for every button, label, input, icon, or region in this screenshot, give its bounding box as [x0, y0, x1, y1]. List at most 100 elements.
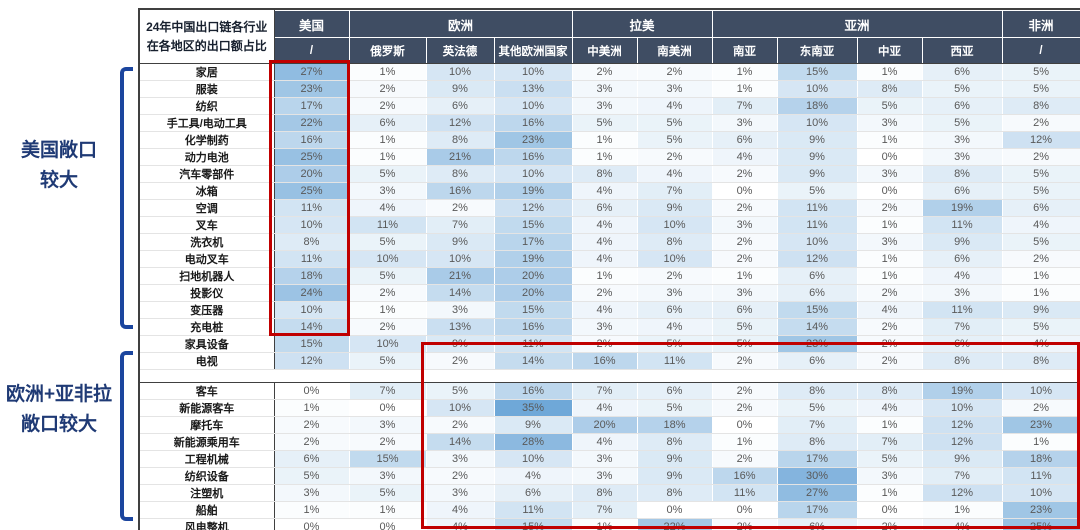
heat-cell: 3%: [637, 80, 713, 98]
heat-cell: 7%: [572, 382, 638, 400]
heat-cell: 12%: [922, 416, 1003, 434]
heat-cell: 10%: [922, 399, 1003, 417]
heat-cell: 2%: [637, 267, 713, 285]
heat-cell: 22%: [637, 518, 713, 530]
heat-cell: 23%: [494, 131, 573, 149]
heat-cell: 7%: [922, 318, 1003, 336]
heat-cell: 3%: [572, 97, 638, 115]
heat-cell: 2%: [857, 518, 923, 530]
heat-cell: 19%: [494, 182, 573, 200]
heat-cell: 7%: [572, 501, 638, 519]
heat-cell: 2%: [857, 284, 923, 302]
heat-cell: 2%: [712, 450, 778, 468]
heat-cell: 5%: [426, 382, 495, 400]
heat-cell: 5%: [637, 114, 713, 132]
heat-cell: 8%: [857, 382, 923, 400]
heat-cell: 15%: [494, 216, 573, 234]
table-row: 注塑机 3% 5% 3% 6% 8% 8% 11% 27% 1% 12% 10%: [140, 484, 1080, 502]
row-label: 冰箱: [140, 182, 275, 200]
table-row: 洗衣机 8% 5% 9% 17% 4% 8% 2% 10% 3% 9% 5%: [140, 233, 1080, 251]
region-header: 亚洲: [711, 10, 1003, 38]
heat-cell: 4%: [572, 182, 638, 200]
heat-cell: 9%: [777, 148, 858, 166]
heat-cell: 5%: [922, 80, 1003, 98]
column-header-row: / 俄罗斯 英法德 其他欧洲国家 中美洲 南美洲 南亚 东南亚 中亚 西亚 /: [140, 37, 1080, 64]
row-label: 工程机械: [140, 450, 275, 468]
heat-cell: 3%: [857, 114, 923, 132]
heat-cell: 7%: [637, 182, 713, 200]
heat-cell: 6%: [922, 250, 1003, 268]
heat-cell: 6%: [349, 114, 427, 132]
table-row: 叉车 10% 11% 7% 15% 4% 10% 3% 11% 1% 11% 4%: [140, 216, 1080, 234]
heat-cell: 2%: [637, 63, 713, 81]
heat-cell: 2%: [274, 416, 350, 434]
heat-cell: 1%: [857, 63, 923, 81]
heat-cell: 3%: [712, 114, 778, 132]
heat-cell: 30%: [777, 467, 858, 485]
row-label: 扫地机器人: [140, 267, 275, 285]
heat-cell: 18%: [777, 97, 858, 115]
heat-cell: 3%: [712, 284, 778, 302]
heat-cell: 3%: [274, 484, 350, 502]
heat-cell: 10%: [494, 97, 573, 115]
heat-cell: 8%: [572, 165, 638, 183]
heat-cell: 15%: [777, 63, 858, 81]
heat-cell: 1%: [712, 433, 778, 451]
heat-cell: 9%: [777, 165, 858, 183]
table-row: 扫地机器人 18% 5% 21% 20% 1% 2% 1% 6% 1% 4% 1%: [140, 267, 1080, 285]
heat-cell: 14%: [426, 284, 495, 302]
heat-cell: 9%: [426, 335, 495, 353]
heat-cell: 15%: [494, 301, 573, 319]
heat-cell: 22%: [274, 114, 350, 132]
heat-cell: 2%: [712, 199, 778, 217]
heat-cell: 4%: [922, 518, 1003, 530]
table-row: 冰箱 25% 3% 16% 19% 4% 7% 0% 5% 0% 6% 5%: [140, 182, 1080, 200]
heat-cell: 4%: [857, 399, 923, 417]
heat-cell: 5%: [922, 114, 1003, 132]
heat-cell: 2%: [349, 80, 427, 98]
heat-cell: 8%: [922, 352, 1003, 370]
heat-cell: 5%: [349, 267, 427, 285]
table-title-line2: 在各地区的出口额占比: [146, 38, 267, 53]
heat-cell: 23%: [274, 80, 350, 98]
heat-cell: 3%: [922, 148, 1003, 166]
heat-cell: 10%: [777, 80, 858, 98]
heat-cell: 13%: [494, 80, 573, 98]
heat-cell: 3%: [857, 165, 923, 183]
heat-cell: 15%: [274, 335, 350, 353]
heat-cell: 17%: [494, 233, 573, 251]
heat-cell: 1%: [922, 501, 1003, 519]
heat-cell: 5%: [637, 131, 713, 149]
heat-cell: 6%: [572, 199, 638, 217]
heatmap-table: 24年中国出口链各行业 在各地区的出口额占比 美国 欧洲 拉美 亚洲 非洲 / 俄罗斯 英法…: [140, 10, 1080, 530]
heat-cell: 2%: [349, 433, 427, 451]
heat-cell: 2%: [712, 250, 778, 268]
heat-cell: 4%: [637, 318, 713, 336]
heat-cell: 4%: [572, 233, 638, 251]
heat-cell: 11%: [777, 216, 858, 234]
heat-cell: 11%: [712, 484, 778, 502]
heat-cell: 11%: [922, 301, 1003, 319]
group-spacer: [140, 369, 1080, 383]
heat-cell: 17%: [777, 450, 858, 468]
heat-cell: 16%: [426, 182, 495, 200]
heat-cell: 10%: [494, 63, 573, 81]
heat-cell: 20%: [494, 284, 573, 302]
heat-cell: 6%: [426, 97, 495, 115]
heat-cell: 2%: [349, 97, 427, 115]
heat-cell: 6%: [922, 335, 1003, 353]
heat-cell: 0%: [712, 416, 778, 434]
table-row: 船舶 1% 1% 4% 11% 7% 0% 0% 17% 0% 1% 23%: [140, 501, 1080, 519]
heat-cell: 5%: [1002, 63, 1080, 81]
table-row: 纺织 17% 2% 6% 10% 3% 4% 7% 18% 5% 6% 8%: [140, 97, 1080, 115]
heat-cell: 9%: [494, 416, 573, 434]
heat-cell: 28%: [494, 433, 573, 451]
heat-cell: 5%: [777, 399, 858, 417]
heat-cell: 13%: [426, 318, 495, 336]
row-label: 纺织设备: [140, 467, 275, 485]
row-label: 变压器: [140, 301, 275, 319]
heat-cell: 1%: [572, 148, 638, 166]
heat-cell: 2%: [1002, 250, 1080, 268]
heat-cell: 12%: [494, 199, 573, 217]
heat-cell: 10%: [637, 250, 713, 268]
